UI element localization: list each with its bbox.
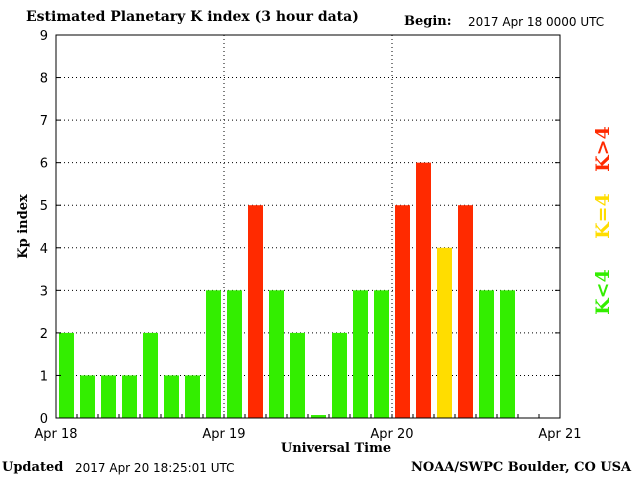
y-tick-label: 1 [40,369,48,384]
begin-label: Begin: [404,14,452,29]
y-tick-label: 4 [40,242,48,257]
x-tick-label: Apr 20 [370,427,413,442]
y-tick-label: 2 [40,327,48,342]
x-tick-label: Apr 21 [538,427,581,442]
legend-label: K>4 [592,126,614,172]
kp-bar [143,332,158,418]
kp-bar [479,290,494,418]
credit-text: NOAA/SWPC Boulder, CO USA [411,460,632,475]
x-axis-title: Universal Time [281,441,391,456]
legend-label: K=4 [592,193,614,239]
kp-bar [353,290,368,418]
kp-bar [164,375,179,418]
kp-bar [416,162,431,418]
chart-title: Estimated Planetary K index (3 hour data… [26,9,359,25]
begin-value: 2017 Apr 18 0000 UTC [468,15,605,29]
kp-bar [80,375,95,418]
kp-bar [458,205,473,418]
updated-value: 2017 Apr 20 18:25:01 UTC [75,461,235,475]
kp-bar [500,290,515,418]
x-tick-label: Apr 19 [202,427,245,442]
y-tick-label: 3 [40,284,48,299]
legend-label: K<4 [592,269,614,315]
kp-bar [101,375,116,418]
kp-bar [122,375,137,418]
y-axis-title: Kp index [16,194,31,259]
updated-label: Updated [2,460,64,475]
y-tick-label: 6 [40,157,48,172]
y-tick-label: 0 [40,412,48,427]
kp-bar [269,290,284,418]
kp-bar [395,205,410,418]
y-tick-label: 7 [40,114,48,129]
kp-bar [374,290,389,418]
kp-bar [185,375,200,418]
kp-bar [248,205,263,418]
plot-area [56,35,560,418]
kp-bar [311,415,326,418]
kp-bar [206,290,221,418]
y-tick-label: 8 [40,72,48,87]
kp-bar [227,290,242,418]
kp-bar [59,332,74,418]
kp-bar [437,247,452,418]
kp-bar [332,332,347,418]
x-tick-label: Apr 18 [34,427,77,442]
kp-bar [290,332,305,418]
y-tick-label: 5 [40,199,48,214]
y-tick-label: 9 [40,29,48,44]
